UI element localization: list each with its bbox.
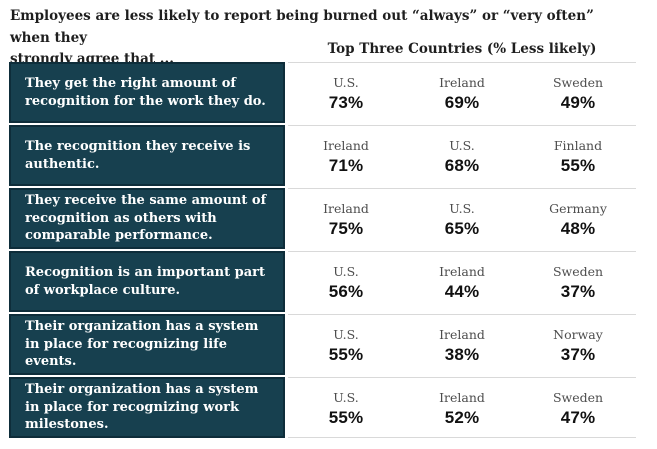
country-label: U.S. <box>449 138 475 153</box>
country-label: Ireland <box>323 201 369 216</box>
percentage-value: 47% <box>560 407 596 427</box>
country-label: U.S. <box>333 389 359 405</box>
statement-text: The recognition they receive is authenti… <box>25 138 251 172</box>
data-cell: Sweden 49% <box>520 63 636 123</box>
percentage-value: 56% <box>328 282 364 301</box>
percentage-value: 44% <box>444 282 480 301</box>
statement-text: Their organization has a system in place… <box>25 319 259 370</box>
row-statement: Their organization has a system in place… <box>9 377 285 438</box>
row-statement: Recognition is an important part of work… <box>9 251 285 312</box>
table-row: Their organization has a system in place… <box>9 377 636 438</box>
percentage-value: 48% <box>560 219 596 238</box>
country-label: Ireland <box>323 138 369 153</box>
percentage-value: 73% <box>328 93 364 112</box>
country-label: Sweden <box>552 389 604 405</box>
statement-text: Recognition is an important part of work… <box>25 264 265 298</box>
row-statement: The recognition they receive is authenti… <box>9 125 285 186</box>
country-label: Ireland <box>439 389 485 405</box>
data-cell: Germany 48% <box>520 189 636 249</box>
row-cells: Ireland 71% U.S. 68% Finland 55% <box>288 125 636 186</box>
row-cells: U.S. 73% Ireland 69% Sweden 49% <box>288 62 636 123</box>
figure-title-line1: Employees are less likely to report bein… <box>10 8 594 46</box>
country-label: U.S. <box>333 264 359 279</box>
percentage-value: 52% <box>444 407 480 427</box>
percentage-value: 37% <box>560 345 596 364</box>
data-cell: U.S. 55% <box>288 315 404 375</box>
country-label: Sweden <box>552 264 604 279</box>
row-cells: Ireland 75% U.S. 65% Germany 48% <box>288 188 636 249</box>
percentage-value: 49% <box>560 93 596 112</box>
country-label: U.S. <box>333 327 359 342</box>
percentage-value: 71% <box>328 156 364 175</box>
data-cell: Ireland 71% <box>288 126 404 186</box>
column-group-header: Top Three Countries (% Less likely) <box>327 41 597 57</box>
percentage-value: 37% <box>560 282 596 301</box>
row-cells: U.S. 55% Ireland 52% Sweden 47% <box>288 377 636 438</box>
data-cell: U.S. 73% <box>288 63 404 123</box>
statement-text: Their organization has a system in place… <box>25 382 259 433</box>
data-table: They get the right amount of recognition… <box>9 62 636 438</box>
percentage-value: 55% <box>328 345 364 364</box>
percentage-value: 65% <box>444 219 480 238</box>
data-cell: Norway 37% <box>520 315 636 375</box>
row-statement: They receive the same amount of recognit… <box>9 188 285 249</box>
percentage-value: 75% <box>328 219 364 238</box>
table-row: They receive the same amount of recognit… <box>9 188 636 249</box>
data-cell: Ireland 69% <box>404 63 520 123</box>
country-label: Ireland <box>439 75 485 90</box>
row-statement: They get the right amount of recognition… <box>9 62 285 123</box>
row-cells: U.S. 56% Ireland 44% Sweden 37% <box>288 251 636 312</box>
data-cell: Sweden 47% <box>520 378 636 437</box>
row-cells: U.S. 55% Ireland 38% Norway 37% <box>288 314 636 375</box>
country-label: Germany <box>549 201 607 216</box>
country-label: Finland <box>553 138 603 153</box>
table-row: Recognition is an important part of work… <box>9 251 636 312</box>
data-cell: U.S. 56% <box>288 252 404 312</box>
percentage-value: 69% <box>444 93 480 112</box>
data-cell: Ireland 38% <box>404 315 520 375</box>
table-row: They get the right amount of recognition… <box>9 62 636 123</box>
percentage-value: 68% <box>444 156 480 175</box>
data-cell: U.S. 65% <box>404 189 520 249</box>
data-cell: U.S. 55% <box>288 378 404 437</box>
data-cell: Ireland 75% <box>288 189 404 249</box>
statement-text: They get the right amount of recognition… <box>25 75 266 109</box>
data-cell: Ireland 44% <box>404 252 520 312</box>
country-label: U.S. <box>449 201 475 216</box>
data-cell: Ireland 52% <box>404 378 520 437</box>
data-cell: U.S. 68% <box>404 126 520 186</box>
data-cell: Finland 55% <box>520 126 636 186</box>
statement-text: They receive the same amount of recognit… <box>25 193 267 244</box>
percentage-value: 38% <box>444 345 480 364</box>
country-label: U.S. <box>333 75 359 90</box>
table-row: Their organization has a system in place… <box>9 314 636 375</box>
percentage-value: 55% <box>328 407 364 427</box>
data-cell: Sweden 37% <box>520 252 636 312</box>
percentage-value: 55% <box>560 156 596 175</box>
table-row: The recognition they receive is authenti… <box>9 125 636 186</box>
country-label: Sweden <box>552 75 604 90</box>
row-statement: Their organization has a system in place… <box>9 314 285 375</box>
country-label: Ireland <box>439 327 485 342</box>
country-label: Ireland <box>439 264 485 279</box>
country-label: Norway <box>553 327 603 342</box>
